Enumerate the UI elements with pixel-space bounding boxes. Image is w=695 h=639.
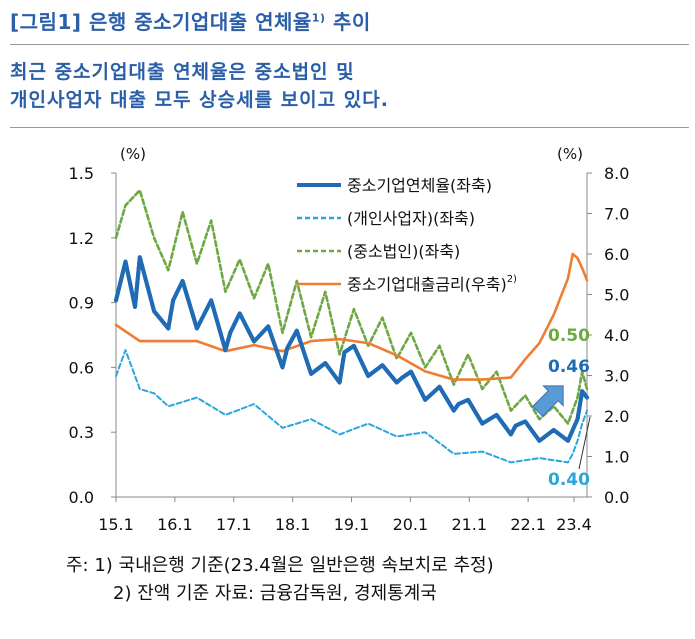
y-right-tick-label: 2.0 (604, 407, 629, 426)
annotation-arrow (532, 385, 564, 417)
figure-title-footnote-mark: 1) (311, 11, 326, 25)
chart-canvas: 0.0 0.3 0.6 0.9 1.2 1.5 0.0 1.0 2.0 3.0 4.0 5.0 6.0 7… (69, 145, 630, 534)
legend-label: (개인사업자)(좌축) (347, 209, 475, 228)
x-tick-label: 16.1 (157, 515, 193, 534)
x-tick-label: 18.1 (275, 515, 311, 534)
series-line (115, 349, 588, 464)
annotation-label-sme: 0.46 (548, 357, 590, 377)
y-right-tick-label: 3.0 (604, 367, 629, 386)
y-left-tick-label: 0.3 (69, 423, 94, 442)
y-right-tick-label: 7.0 (604, 205, 629, 224)
legend-footnote-mark: 2) (507, 274, 517, 285)
y-left-tick-label: 1.5 (69, 164, 94, 183)
annotation-leader-line (578, 416, 591, 470)
annotation-label-corporate: 0.50 (548, 326, 590, 346)
title-divider (10, 44, 689, 45)
y-left-tick-label: 0.9 (69, 294, 94, 313)
y-right-tick-label: 4.0 (604, 326, 629, 345)
y-left-tick-label: 0.6 (69, 358, 94, 377)
x-tick-label: 19.1 (334, 515, 370, 534)
figure-title-suffix: 추이 (325, 10, 371, 34)
annotation-arrow-shape (532, 385, 564, 417)
annotation-label-individual: 0.40 (548, 470, 590, 490)
y-left-tick-label: 1.2 (69, 229, 94, 248)
y-right-tick-label: 5.0 (604, 286, 629, 305)
y-right-tick-label: 8.0 (604, 164, 629, 183)
legend-label: (중소법인)(좌축) (347, 242, 460, 261)
x-tick-label: 22.1 (510, 515, 546, 534)
figure-title: [그림1] 은행 중소기업대출 연체율1) 추이 (10, 6, 371, 35)
x-tick-label: 20.1 (393, 515, 429, 534)
subtitle-divider (10, 127, 689, 128)
y-right-unit: (%) (557, 145, 583, 163)
y-right-tick-label: 1.0 (604, 448, 629, 467)
y-right-tick-label: 0.0 (604, 488, 629, 507)
footnotes: 주: 1) 국내은행 기준(23.4월은 일반은행 속보치로 추정) 2) 잔액… (66, 552, 494, 608)
footnote-line-2: 2) 잔액 기준 자료: 금융감독원, 경제통계국 (113, 583, 437, 604)
y-right-tick-label: 6.0 (604, 245, 629, 264)
series-line (114, 188, 589, 425)
series-line-sme-top (114, 255, 589, 443)
x-tick-label: 17.1 (216, 515, 252, 534)
legend-label: 중소기업대출금리(우축)2) (347, 274, 517, 294)
legend-label: 중소기업연체율(좌축) (347, 176, 492, 195)
footnote-line-1: 주: 1) 국내은행 기준(23.4월은 일반은행 속보치로 추정) (66, 555, 494, 576)
y-left-unit: (%) (120, 145, 146, 163)
series-line (114, 252, 589, 381)
figure-title-text: [그림1] 은행 중소기업대출 연체율 (10, 10, 312, 34)
figure-subtitle: 최근 중소기업대출 연체율은 중소법인 및 개인사업자 대출 모두 상승세를 보… (10, 61, 389, 111)
x-tick-label: 23.4 (556, 515, 592, 534)
y-left-tick-label: 0.0 (69, 488, 94, 507)
x-tick-label: 21.1 (451, 515, 487, 534)
x-tick-label: 15.1 (98, 515, 134, 534)
